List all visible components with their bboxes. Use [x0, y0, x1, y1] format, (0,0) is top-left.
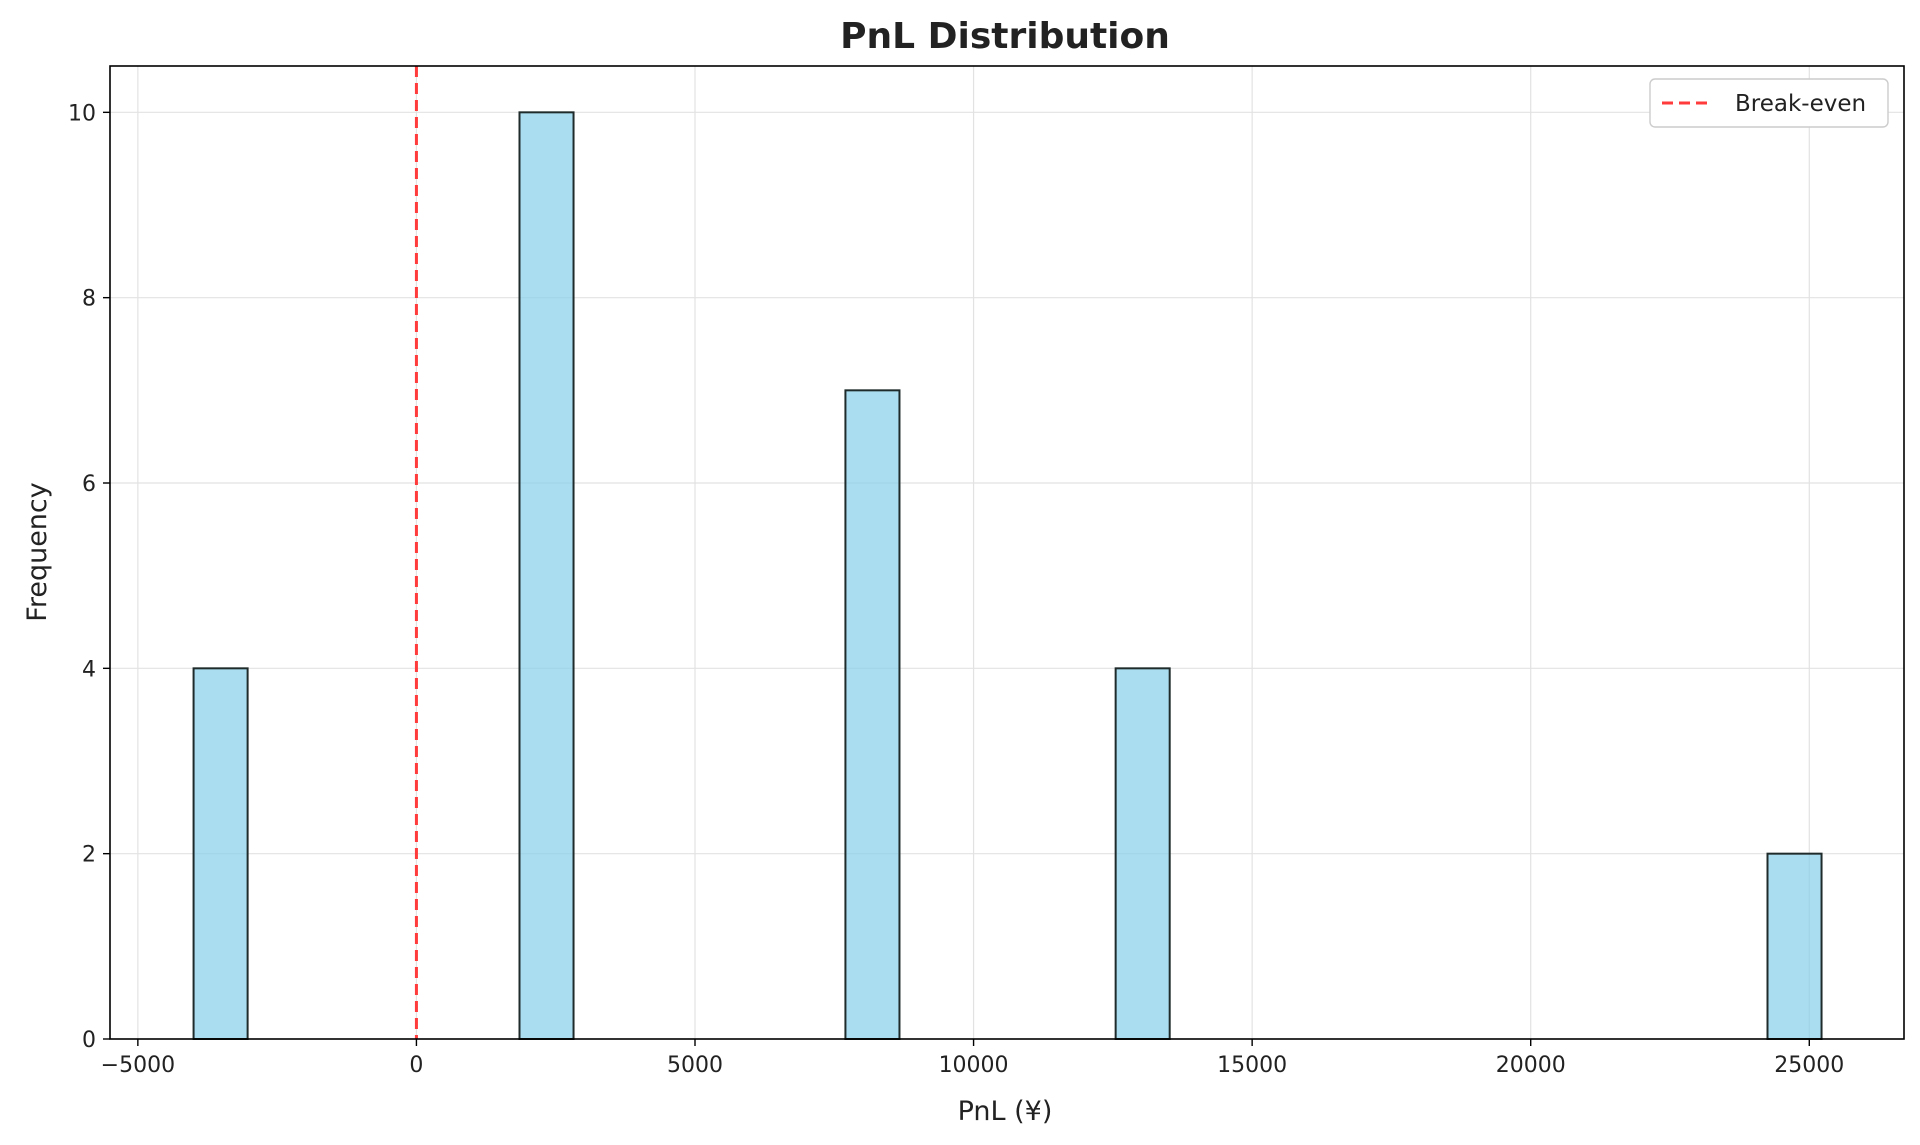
x-tick-label-3: 10000	[939, 1053, 1009, 1078]
y-axis-label: Frequency	[22, 482, 53, 622]
y-tick-label-4: 8	[82, 287, 96, 312]
y-tick-label-2: 4	[82, 657, 96, 682]
x-tick-label-5: 20000	[1496, 1053, 1566, 1078]
plot-frame	[109, 65, 1905, 1040]
y-axis-ticks: 0 2 4 6 8 10	[68, 101, 110, 1053]
histogram-bars	[192, 111, 1823, 1041]
x-tick-label-4: 15000	[1217, 1053, 1287, 1078]
legend: Break-even	[1649, 78, 1889, 128]
histogram-bar-4	[1766, 852, 1823, 1041]
x-tick-label-6: 25000	[1774, 1053, 1844, 1078]
y-tick-label-3: 6	[82, 472, 96, 497]
histogram-bar-3	[1114, 667, 1171, 1040]
x-axis-ticks: −5000 0 5000 10000 15000 20000 25000	[101, 1039, 1844, 1078]
grid-lines	[110, 66, 1904, 1040]
legend-break-even-label: Break-even	[1735, 91, 1866, 117]
x-axis-label: PnL (¥)	[958, 1096, 1053, 1127]
histogram-bar-1	[518, 111, 575, 1041]
chart-title: PnL Distribution	[840, 16, 1170, 57]
x-tick-label-0: −5000	[101, 1053, 175, 1078]
histogram-bar-0	[192, 667, 249, 1040]
histogram-bar-2	[844, 389, 901, 1041]
y-tick-label-0: 0	[82, 1028, 96, 1053]
x-tick-label-1: 0	[409, 1053, 423, 1078]
legend-box	[1649, 78, 1889, 128]
y-tick-label-1: 2	[82, 843, 96, 868]
x-tick-label-2: 5000	[667, 1053, 723, 1078]
y-tick-label-5: 10	[68, 101, 96, 126]
